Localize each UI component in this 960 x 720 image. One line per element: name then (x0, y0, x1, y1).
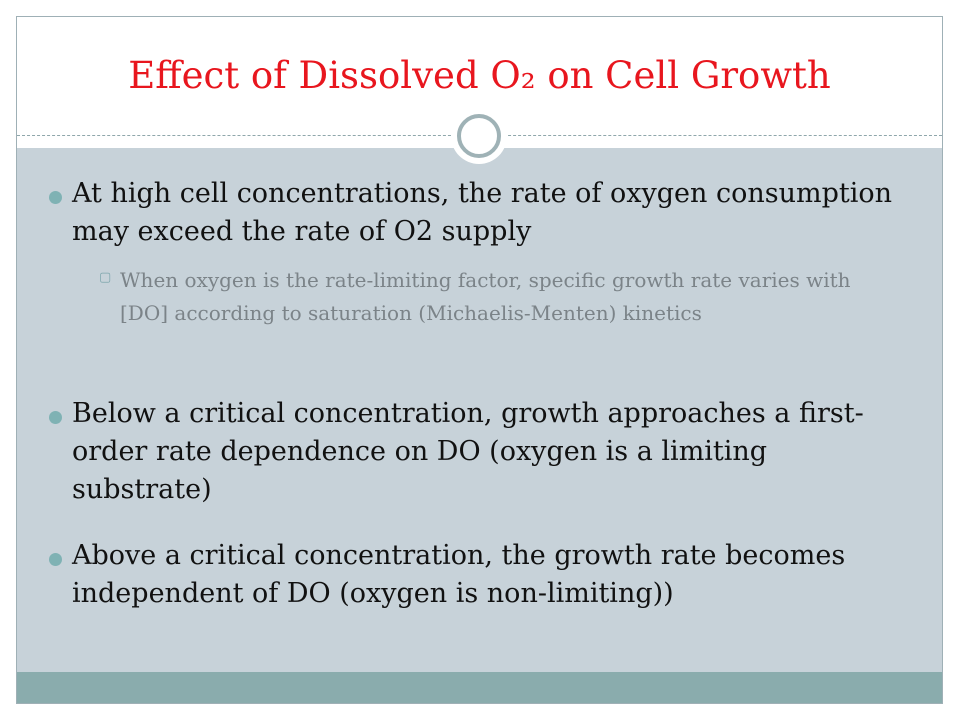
content-area (17, 148, 942, 672)
bullet-item: At high cell concentrations, the rate of… (49, 175, 899, 251)
bullet-dot-icon (49, 411, 62, 424)
bullet-text: Below a critical concentration, growth a… (72, 398, 864, 505)
bullet-text: Above a critical concentration, the grow… (72, 540, 846, 609)
slide: Effect of Dissolved O₂ on Cell Growth At… (16, 16, 943, 704)
bullet-dot-icon (49, 553, 62, 566)
slide-title: Effect of Dissolved O₂ on Cell Growth (128, 54, 831, 97)
sub-bullet-text: When oxygen is the rate-limiting factor,… (120, 268, 851, 325)
bullet-text: At high cell concentrations, the rate of… (72, 178, 892, 247)
ornament-ring-icon (457, 114, 501, 158)
footer-bar (17, 672, 942, 703)
bullet-dot-icon (49, 191, 62, 204)
bullet-item: Above a critical concentration, the grow… (49, 537, 899, 613)
sub-bullet-item: ▢ When oxygen is the rate-limiting facto… (99, 264, 899, 330)
bullet-item: Below a critical concentration, growth a… (49, 395, 899, 509)
square-o-bullet-icon: ▢ (99, 270, 112, 285)
